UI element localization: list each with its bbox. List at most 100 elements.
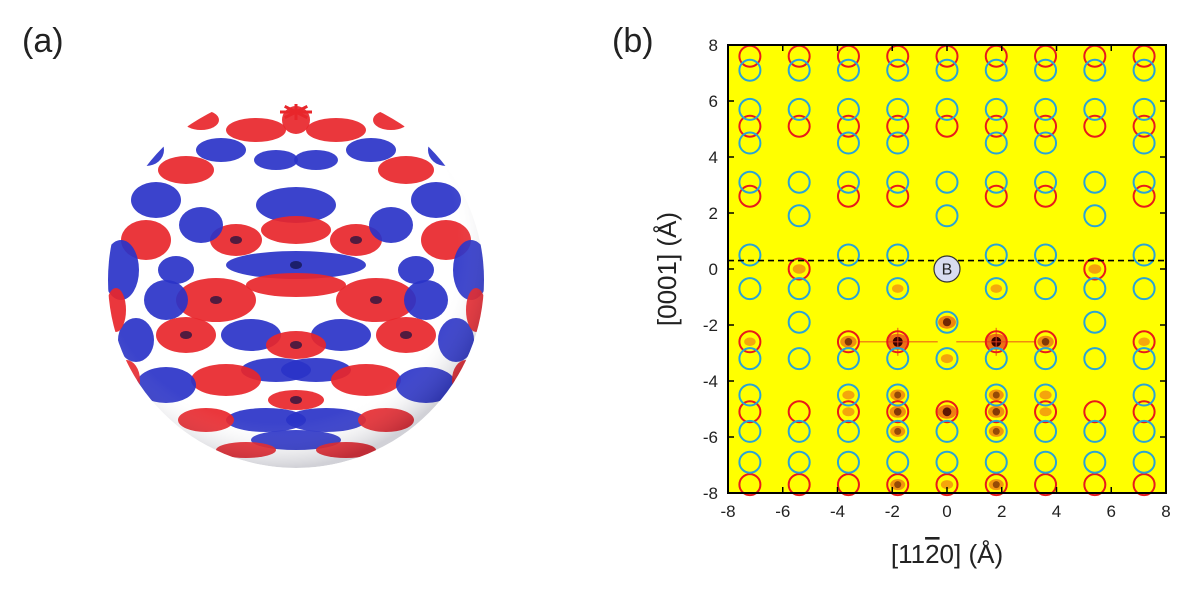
red-site-marker xyxy=(836,330,860,354)
blue-site-marker xyxy=(836,97,860,121)
x-tick-label: 0 xyxy=(942,502,951,521)
blue-site-marker xyxy=(886,450,910,474)
red-site-marker xyxy=(836,400,860,424)
blue-site-marker xyxy=(984,131,1008,155)
blue-site-marker xyxy=(836,58,860,82)
blue-site-marker xyxy=(1083,347,1107,371)
intensity-spot xyxy=(1037,335,1054,348)
red-site-marker xyxy=(935,114,959,138)
blue-site-marker xyxy=(1034,277,1058,301)
intensity-spot xyxy=(988,389,1004,401)
intensity-spots xyxy=(744,264,1150,491)
red-site-marker xyxy=(984,184,1008,208)
blue-site-marker xyxy=(886,58,910,82)
red-site-marker xyxy=(1034,184,1058,208)
blue-site-marker xyxy=(1034,97,1058,121)
y-axis-label: [0001] (Å) xyxy=(652,212,682,326)
red-site-marker xyxy=(738,473,762,497)
red-site-marker xyxy=(738,184,762,208)
blue-site-marker xyxy=(738,243,762,267)
intensity-spot xyxy=(956,327,1037,356)
blue-site-marker xyxy=(935,419,959,443)
blue-site-marker xyxy=(984,450,1008,474)
blue-site-marker xyxy=(1083,310,1107,334)
blue-site-marker xyxy=(886,277,910,301)
red-site-marker xyxy=(1132,330,1156,354)
y-tick-label: 2 xyxy=(709,204,718,223)
intensity-spot xyxy=(891,284,904,293)
red-site-marker xyxy=(836,184,860,208)
blue-site-marker xyxy=(1132,243,1156,267)
x-axis-label: [1120] (Å) xyxy=(891,539,1003,569)
blue-site-marker xyxy=(1083,450,1107,474)
red-site-marker xyxy=(836,114,860,138)
intensity-spot xyxy=(890,389,906,401)
intensity-spot xyxy=(890,425,906,437)
blue-site-marker xyxy=(836,450,860,474)
blue-site-marker xyxy=(787,97,811,121)
red-site-marker xyxy=(886,184,910,208)
blue-site-marker xyxy=(1034,131,1058,155)
axis-ticks: -8 -6 -4 -2 0 2 4 6 8 8 6 4 2 0 -2 -4 -6 -8 xyxy=(703,36,1171,521)
y-tick-label: -6 xyxy=(703,428,718,447)
blue-site-marker xyxy=(1034,58,1058,82)
blue-site-marker xyxy=(886,347,910,371)
blue-site-marker xyxy=(787,277,811,301)
intensity-spot xyxy=(1138,337,1150,347)
blue-site-marker xyxy=(984,383,1008,407)
x-tick-label: -8 xyxy=(720,502,735,521)
red-site-marker xyxy=(935,473,959,497)
red-site-marker xyxy=(1083,257,1107,281)
x-tick-label: -6 xyxy=(775,502,790,521)
y-tick-label: 6 xyxy=(709,92,718,111)
blue-site-marker xyxy=(984,58,1008,82)
red-site-marker xyxy=(1034,473,1058,497)
blue-site-marker xyxy=(787,310,811,334)
intensity-spot xyxy=(988,425,1004,437)
intensity-spot xyxy=(1039,390,1052,400)
intensity-spot xyxy=(1039,407,1052,417)
blue-site-marker xyxy=(836,383,860,407)
red-site-marker xyxy=(738,330,762,354)
blue-site-marker xyxy=(1132,383,1156,407)
red-site-marker xyxy=(1083,114,1107,138)
blue-site-marker xyxy=(984,243,1008,267)
blue-site-marker xyxy=(1132,419,1156,443)
blue-site-marker xyxy=(886,131,910,155)
intensity-spot xyxy=(792,264,806,274)
blue-site-marker xyxy=(836,243,860,267)
red-site-marker xyxy=(1034,330,1058,354)
red-site-marker xyxy=(1132,400,1156,424)
blue-site-marker xyxy=(1132,97,1156,121)
blue-site-marker xyxy=(1132,131,1156,155)
blue-site-marker xyxy=(984,277,1008,301)
red-site-marker xyxy=(1083,473,1107,497)
blue-site-marker xyxy=(984,97,1008,121)
intensity-spot xyxy=(988,405,1005,418)
red-site-marker xyxy=(787,473,811,497)
blue-site-marker xyxy=(935,58,959,82)
emitter-label: B xyxy=(942,262,953,279)
blue-site-marker xyxy=(738,131,762,155)
blue-site-marker xyxy=(1083,170,1107,194)
blue-site-marker xyxy=(738,277,762,301)
blue-site-marker xyxy=(1132,58,1156,82)
emitter-marker: B xyxy=(933,255,961,283)
y-tick-label: 0 xyxy=(709,260,718,279)
panel-label-a: (a) xyxy=(22,22,64,60)
red-site-marker xyxy=(886,114,910,138)
intensity-spot xyxy=(940,354,954,364)
x-tick-label: 4 xyxy=(1052,502,1061,521)
red-site-marker xyxy=(1034,400,1058,424)
blue-site-marker xyxy=(738,419,762,443)
blue-site-marker xyxy=(935,310,959,334)
red-site-marker xyxy=(1083,400,1107,424)
blue-site-marker xyxy=(1083,58,1107,82)
blue-site-marker xyxy=(935,450,959,474)
intensity-spot xyxy=(938,315,956,329)
blue-site-marker xyxy=(1034,419,1058,443)
red-site-marker xyxy=(886,400,910,424)
blue-site-marker xyxy=(984,170,1008,194)
blue-site-marker xyxy=(836,419,860,443)
